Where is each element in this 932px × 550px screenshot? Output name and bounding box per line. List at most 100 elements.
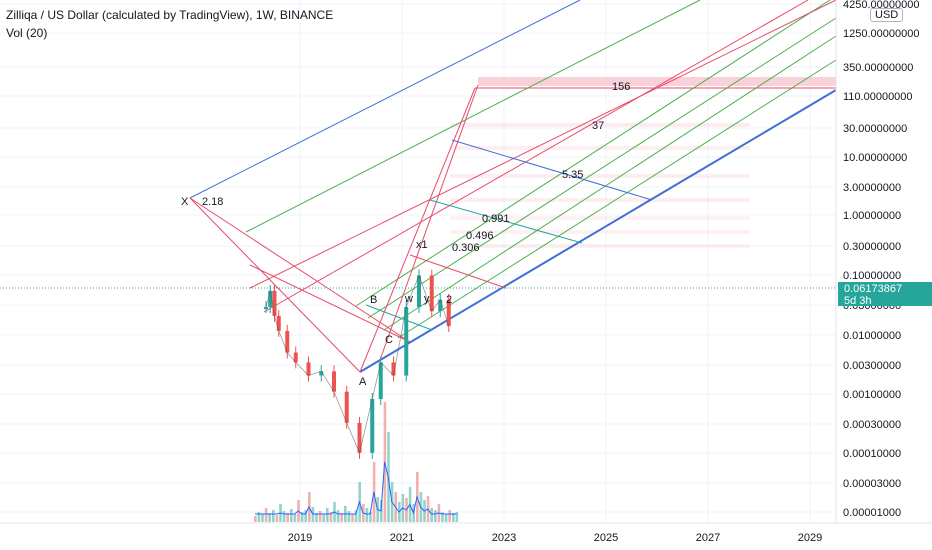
pitchfork-upper-blue (189, 0, 581, 199)
price-tick-label: 0.00003000 (843, 478, 901, 490)
pitchfork-teal-transverse (365, 304, 433, 331)
candle-up (268, 290, 273, 307)
volume-bar-up (300, 512, 304, 522)
price-tick-label: 4250.00000000 (843, 0, 919, 11)
time-tick-label: 2023 (492, 532, 516, 544)
fib-level-label: 0.991 (482, 213, 510, 225)
price-tick-label: 0.00100000 (843, 389, 901, 401)
volume-bar-down (286, 513, 289, 522)
volume-bar-up (434, 510, 437, 522)
pitchfork-lower-blue (359, 89, 837, 373)
volume-bar-up (272, 510, 275, 522)
price-tick-label: 1.00000000 (843, 210, 901, 222)
volume-indicator-label[interactable]: Vol (20) (6, 26, 48, 40)
pitchfork-red-line (379, 84, 479, 361)
pitchfork-red-line (409, 254, 507, 289)
volume-bar-up (430, 508, 433, 522)
currency-badge[interactable]: USD (870, 8, 904, 22)
last-price-tag: 0.06173867 5d 3h (838, 282, 932, 307)
pitchfork-drawing[interactable] (189, 0, 837, 373)
price-tick-label: 3.00000000 (843, 182, 901, 194)
fib-band (450, 230, 750, 234)
pitchfork-red-line (189, 197, 411, 343)
candle-down (306, 362, 311, 376)
volume-bar-down (254, 516, 257, 522)
candle-up (404, 307, 409, 376)
candle-down (272, 290, 277, 316)
volume-bars (254, 402, 459, 522)
volume-bar-down (351, 514, 354, 522)
volume-bar-up (304, 510, 307, 522)
pitchfork-red-line (249, 264, 411, 343)
time-axis[interactable]: 2019 2021 2023 2025 2027 2029 (288, 532, 822, 544)
wave-label: w (404, 293, 413, 305)
volume-bar-up (257, 512, 261, 522)
fib-level-label: 5.35 (562, 169, 583, 181)
candle-down (429, 275, 434, 312)
time-tick-label: 2021 (390, 532, 414, 544)
candle-down (344, 391, 349, 423)
fib-band (450, 174, 750, 178)
wave-label: B (370, 294, 377, 306)
symbol-title[interactable]: Zilliqa / US Dollar (calculated by Tradi… (6, 8, 334, 22)
volume-bar-down (448, 510, 451, 522)
pitchfork-green-line (397, 59, 837, 339)
price-line (265, 274, 450, 455)
candle-down (276, 315, 281, 331)
volume-bar-up (444, 514, 448, 522)
pitchfork-red-line (359, 87, 476, 373)
volume-bar-up (347, 511, 351, 522)
volume-bar-up (282, 511, 286, 522)
candle-down (285, 330, 290, 353)
volume-bar-up (315, 513, 318, 522)
pitchfork-red-line (263, 0, 809, 313)
volume-bar-up (293, 514, 297, 522)
pitchfork-red-line (249, 0, 837, 289)
candle-down (446, 299, 451, 327)
last-price-value: 0.06173867 (844, 283, 903, 295)
volume-bar-down (275, 515, 279, 522)
bar-countdown: 5d 3h (844, 295, 872, 307)
volume-bar-down (329, 512, 333, 522)
candle-up (264, 307, 268, 309)
price-tick-label: 0.00010000 (843, 448, 901, 460)
fib-level-label: 0.306 (452, 242, 480, 254)
price-tick-label: 10.00000000 (843, 152, 907, 164)
fib-level-label: 37 (592, 120, 604, 132)
volume-bar-up (369, 512, 372, 522)
price-axis[interactable]: 4250.00000000 1250.00000000 350.00000000 11… (843, 0, 919, 519)
volume-bar-down (340, 513, 343, 522)
chart-legend: Zilliqa / US Dollar (calculated by Tradi… (6, 6, 333, 42)
volume-bar-up (354, 510, 358, 522)
candle-down (391, 362, 396, 376)
time-tick-label: 2029 (798, 532, 822, 544)
wave-label: A (359, 376, 367, 388)
wave-label: 2 (446, 294, 452, 306)
wave-label: y (424, 293, 430, 305)
pitchfork-blue-transverse (451, 139, 653, 201)
pitchfork-teal-transverse (429, 199, 583, 244)
volume-bar-up (326, 508, 329, 522)
fib-band (450, 198, 750, 202)
candle-down (357, 422, 362, 453)
pitchfork-green-line (383, 35, 837, 331)
volume-bar-up (441, 512, 444, 522)
price-tick-label: 110.00000000 (843, 91, 913, 103)
time-tick-label: 2027 (696, 532, 720, 544)
wave-label: X (181, 196, 189, 208)
wave-label: x1 (416, 239, 428, 251)
time-tick-label: 2019 (288, 532, 312, 544)
candle-up (319, 371, 324, 376)
price-candles (264, 269, 451, 459)
fib-band (450, 216, 750, 220)
candle-down (293, 352, 298, 363)
price-tick-label: 0.00300000 (843, 360, 901, 372)
fib-level-label: 156 (612, 81, 630, 93)
candle-up (378, 362, 383, 399)
wave-label: C (385, 334, 393, 346)
pitchfork-green-line (245, 0, 701, 233)
candle-up (370, 399, 375, 453)
price-tick-label: 0.00030000 (843, 419, 901, 431)
